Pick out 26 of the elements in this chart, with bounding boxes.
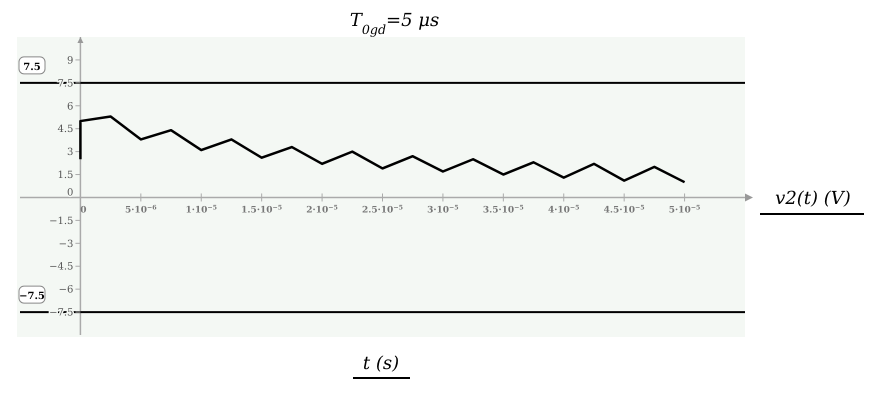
y-tick-label: −1.5: [49, 216, 74, 227]
x-tick-label: 3·10$^{−5}$: [427, 204, 459, 216]
chart-title: T$_{0gd}$=5 μs: [350, 10, 440, 36]
y-tick-label: −4.5: [49, 262, 74, 273]
y-tick-label: 3: [67, 147, 74, 158]
y-tick-label: 1.5: [58, 170, 74, 182]
y-tick-label: 6: [67, 101, 74, 112]
line-series: [79, 115, 686, 184]
x-tick-label: 5·10$^{−5}$: [668, 204, 700, 216]
ref-line-label: 7.5: [23, 62, 41, 73]
y-tick-label: 9: [67, 55, 74, 66]
x-axis-title: t (s): [362, 353, 400, 374]
x-tick-label: 1·10$^{−5}$: [185, 204, 218, 216]
y-tick-label: −3: [58, 238, 74, 250]
y-tick-label: −6: [58, 284, 74, 296]
y-tick-label: 0: [67, 187, 74, 198]
x-tick-label: 4·10$^{−5}$: [548, 204, 580, 216]
x-tick-label: 3.5·10$^{−5}$: [482, 204, 524, 216]
ref-line-label: −7.5: [19, 291, 45, 302]
x-tick-label: 2·10$^{−5}$: [306, 204, 338, 216]
y-tick-label: 4.5: [58, 124, 74, 136]
x-tick-label: 5·10$^{−6}$: [125, 204, 158, 216]
x-tick-label: 1.5·10$^{−5}$: [241, 204, 282, 216]
x-tick-label: 4.5·10$^{−5}$: [604, 204, 645, 216]
y-axis-title: v2(t) (V): [775, 188, 851, 209]
x-tick-label: 2.5·10$^{−5}$: [362, 204, 403, 216]
